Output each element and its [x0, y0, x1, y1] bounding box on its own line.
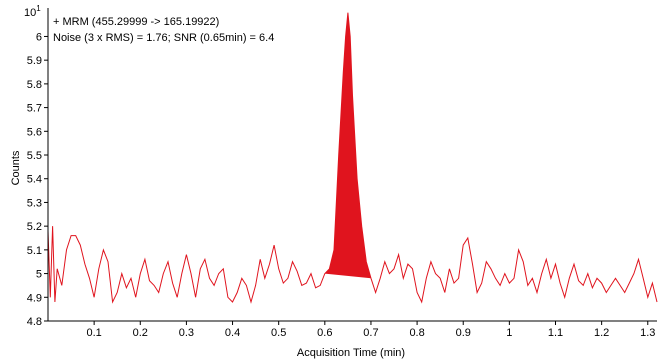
- x-tick-label: 0.7: [363, 327, 378, 339]
- y-tick-label: 5.1: [27, 245, 42, 257]
- x-tick-label: 0.5: [271, 327, 286, 339]
- y-axis-ticks: 4.8 4.9 5 5.1 5.2 5.3 5.4 5.5 5.6 5.7 5.8 5.9 6: [27, 31, 48, 328]
- y-tick-label: 5.9: [27, 55, 42, 67]
- x-tick-label: 0.4: [225, 327, 240, 339]
- x-tick-label: 0.8: [409, 327, 424, 339]
- annotation-mrm: + MRM (455.29999 -> 165.19922): [53, 16, 219, 28]
- x-tick-label: 1.1: [548, 327, 563, 339]
- y-tick-label: 5.8: [27, 79, 42, 91]
- peak-area-fill: [324, 12, 371, 279]
- x-tick-label: 0.1: [86, 327, 101, 339]
- y-tick-label: 4.9: [27, 292, 42, 304]
- y-axis-exponent-base: 101: [24, 4, 41, 19]
- x-tick-label: 0.9: [456, 327, 471, 339]
- y-tick-label: 5.6: [27, 126, 42, 138]
- x-axis-title: Acquisition Time (min): [297, 347, 405, 359]
- signal-trace-line: [47, 12, 658, 304]
- x-tick-label: 0.6: [317, 327, 332, 339]
- y-tick-label: 5.3: [27, 197, 42, 209]
- y-tick-label: 5.7: [27, 103, 42, 115]
- x-tick-label: 1.3: [640, 327, 655, 339]
- y-tick-label: 5.5: [27, 150, 42, 162]
- y-tick-label: 6: [36, 31, 42, 43]
- x-tick-label: 1.2: [594, 327, 609, 339]
- y-tick-label: 5.4: [27, 174, 42, 186]
- y-axis-title: Counts: [10, 150, 22, 185]
- y-tick-label: 5: [36, 269, 42, 281]
- x-tick-label: 1: [506, 327, 512, 339]
- y-tick-label: 4.8: [27, 316, 42, 328]
- x-tick-label: 0.3: [179, 327, 194, 339]
- annotation-noise-snr: Noise (3 x RMS) = 1.76; SNR (0.65min) = …: [53, 32, 274, 44]
- y-tick-label: 5.2: [27, 221, 42, 233]
- x-axis-ticks: 0.1 0.2 0.3 0.4 0.5 0.6 0.7 0.8 0.9 1 1.1 1.2 1.3: [86, 321, 655, 339]
- x-tick-label: 0.2: [133, 327, 148, 339]
